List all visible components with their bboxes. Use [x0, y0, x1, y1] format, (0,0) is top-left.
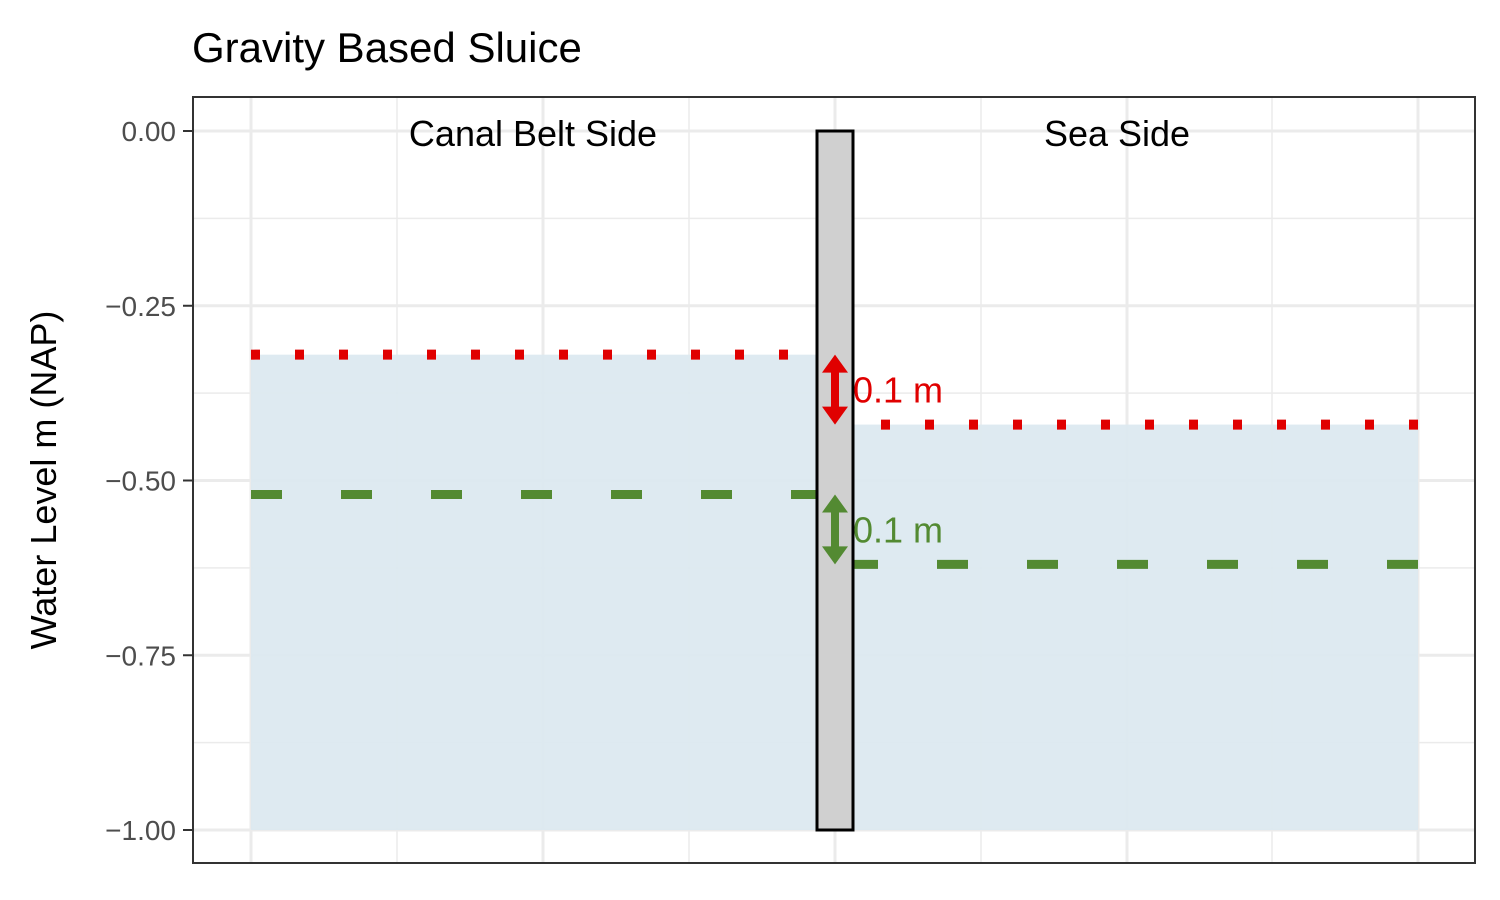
y-axis-title: Water Level m (NAP) [23, 311, 64, 650]
sea-side-label: Sea Side [1044, 113, 1190, 154]
y-axis: 0.00 −0.25 −0.50 −0.75 −1.00 [105, 116, 193, 846]
y-tick-label: 0.00 [122, 116, 177, 147]
difference-arrow-head-down [822, 406, 848, 425]
difference-arrow-head-up [822, 354, 848, 373]
sluice-gate-rect [815, 129, 855, 832]
water-area-sea-side [853, 424, 1418, 830]
water-areas [251, 354, 1418, 830]
y-tick-label: −1.00 [105, 815, 176, 846]
y-tick-label: −0.50 [105, 466, 176, 497]
chart-labels: 0.1 m 0.1 m Canal Belt Side Sea Side [409, 113, 1190, 550]
difference-label: 0.1 m [853, 370, 943, 411]
y-tick-label: −0.75 [105, 640, 176, 671]
water-area-canal-side [251, 354, 817, 830]
chart-title: Gravity Based Sluice [192, 24, 582, 71]
difference-label: 0.1 m [853, 509, 943, 550]
y-tick-label: −0.25 [105, 291, 176, 322]
difference-arrow-head-up [822, 494, 848, 513]
level-lines [251, 349, 1418, 569]
sluice-gate [815, 129, 855, 832]
canal-side-label: Canal Belt Side [409, 113, 657, 154]
difference-arrows [822, 354, 848, 565]
difference-arrow-head-down [822, 546, 848, 565]
